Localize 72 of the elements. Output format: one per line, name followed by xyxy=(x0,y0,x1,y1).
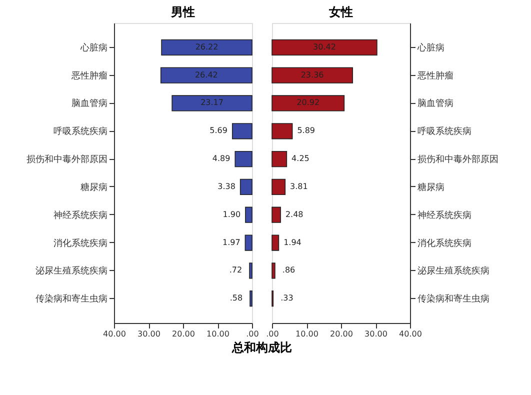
x-tick-label: .00 xyxy=(246,330,259,338)
bar xyxy=(234,150,252,168)
bar xyxy=(245,206,252,223)
y-tick-label: 糖尿病 xyxy=(418,182,444,193)
data-label: 26.22 xyxy=(195,42,218,52)
bar xyxy=(250,290,252,307)
data-label: 5.69 xyxy=(210,126,228,136)
bar xyxy=(272,206,281,223)
x-tick-label: 30.00 xyxy=(138,330,160,338)
data-label: .58 xyxy=(230,294,243,303)
bar xyxy=(244,234,252,251)
data-label: .72 xyxy=(229,266,242,275)
x-tick-label: 20.00 xyxy=(330,330,353,338)
y-tick-label: 脑血管病 xyxy=(72,98,108,110)
x-tick-label: 10.00 xyxy=(206,330,230,338)
bar xyxy=(272,262,276,279)
bar xyxy=(272,95,345,112)
y-tick-label: 损伤和中毒外部原因 xyxy=(418,154,498,166)
y-tick-label: 消化系统疾病 xyxy=(54,238,108,249)
y-tick-label: 泌尿生殖系统疾病 xyxy=(418,266,490,277)
y-tick-label: 恶性肿瘤 xyxy=(416,70,454,82)
x-tick-label: 40.00 xyxy=(399,330,422,338)
x-axis-title: 总和构成比 xyxy=(231,340,292,354)
y-tick-label: 神经系统疾病 xyxy=(54,210,108,221)
bar xyxy=(272,178,286,196)
y-tick-label: 神经系统疾病 xyxy=(418,210,472,221)
bar xyxy=(232,123,252,140)
data-label: 30.42 xyxy=(313,42,336,52)
data-label: 2.48 xyxy=(285,210,304,219)
x-tick-label: 30.00 xyxy=(364,330,388,338)
data-label: 1.90 xyxy=(222,210,241,219)
x-tick-label: 40.00 xyxy=(103,330,126,338)
y-tick-label: 消化系统疾病 xyxy=(418,238,472,249)
data-label: 5.89 xyxy=(297,126,316,136)
y-tick-label: 心脏病 xyxy=(80,42,108,54)
y-tick-label: 呼吸系统疾病 xyxy=(54,126,108,138)
data-label: 1.97 xyxy=(222,238,240,247)
data-label: .33 xyxy=(280,294,294,303)
bar xyxy=(272,39,378,56)
data-label: .86 xyxy=(282,266,296,275)
data-label: 23.17 xyxy=(200,98,224,108)
y-tick-label: 糖尿病 xyxy=(80,182,108,193)
y-tick-label: 恶性肿瘤 xyxy=(70,70,108,82)
data-label: 26.42 xyxy=(194,70,218,80)
bar xyxy=(272,123,293,140)
data-label: 23.36 xyxy=(300,70,324,80)
data-label: 4.89 xyxy=(212,154,230,164)
chart-title: 男性 xyxy=(170,5,195,19)
x-tick-label: .00 xyxy=(266,330,279,338)
y-tick-label: 呼吸系统疾病 xyxy=(418,126,472,138)
data-label: 3.81 xyxy=(290,182,308,191)
x-tick-label: 20.00 xyxy=(172,330,195,338)
bar xyxy=(161,39,252,56)
chart-title: 女性 xyxy=(328,5,353,19)
bar xyxy=(160,67,252,84)
data-label: 3.38 xyxy=(218,182,236,191)
data-label: 20.92 xyxy=(296,98,320,108)
data-label: 1.94 xyxy=(284,238,302,247)
y-tick-label: 泌尿生殖系统疾病 xyxy=(36,266,108,277)
bar xyxy=(272,150,288,168)
y-tick-label: 传染病和寄生虫病 xyxy=(418,294,490,305)
bar xyxy=(272,67,353,84)
bar xyxy=(249,262,252,279)
y-tick-label: 损伤和中毒外部原因 xyxy=(26,154,108,166)
data-label: 4.25 xyxy=(292,154,310,164)
y-tick-label: 传染病和寄生虫病 xyxy=(36,294,108,305)
bar xyxy=(172,95,252,112)
bar xyxy=(240,178,252,196)
bar xyxy=(272,234,280,251)
x-tick-label: 10.00 xyxy=(296,330,318,338)
y-tick-label: 脑血管病 xyxy=(418,98,454,110)
y-tick-label: 心脏病 xyxy=(416,42,444,54)
